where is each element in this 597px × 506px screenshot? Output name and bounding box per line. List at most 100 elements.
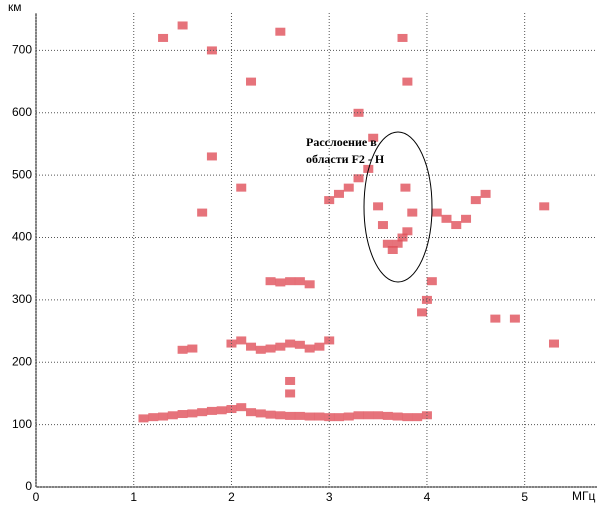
y-tick-label: 500 xyxy=(12,167,32,181)
trace-point xyxy=(304,344,315,353)
trace-point xyxy=(353,174,364,183)
trace-point xyxy=(177,345,188,354)
trace-point xyxy=(285,277,296,286)
trace-point xyxy=(294,277,305,286)
trace-point xyxy=(353,108,364,117)
trace-point xyxy=(246,408,257,417)
trace-point xyxy=(246,77,257,86)
trace-point xyxy=(167,411,178,420)
trace-point xyxy=(265,410,276,419)
trace-point xyxy=(353,411,364,420)
trace-point xyxy=(343,183,354,192)
trace-point xyxy=(363,411,374,420)
x-tick-label: 1 xyxy=(130,490,137,504)
trace-point xyxy=(236,336,247,345)
trace-point xyxy=(387,246,398,254)
trace-point xyxy=(382,239,393,248)
trace-point xyxy=(392,239,403,248)
trace-point xyxy=(333,189,344,198)
trace-point xyxy=(197,408,208,417)
trace-point xyxy=(373,202,384,211)
trace-point xyxy=(382,411,393,420)
trace-point xyxy=(461,214,472,223)
trace-point xyxy=(417,308,428,317)
trace-point xyxy=(177,410,188,419)
trace-point xyxy=(206,406,217,415)
trace-point xyxy=(431,208,442,217)
trace-point xyxy=(197,208,208,217)
trace-point xyxy=(324,196,335,205)
y-tick-label: 100 xyxy=(12,417,32,431)
trace-point xyxy=(265,344,276,353)
trace-point xyxy=(246,342,257,351)
x-tick-label: 0 xyxy=(33,490,40,504)
trace-point xyxy=(412,413,423,422)
trace-point xyxy=(343,412,354,421)
trace-point xyxy=(148,413,159,422)
trace-point xyxy=(265,277,276,286)
trace-point xyxy=(275,278,286,287)
trace-point xyxy=(236,183,247,192)
trace-point xyxy=(187,409,198,418)
y-tick-label: 300 xyxy=(12,292,32,306)
trace-point xyxy=(407,208,418,217)
trace-point xyxy=(177,21,188,30)
trace-point xyxy=(400,183,411,192)
trace-point xyxy=(368,133,379,142)
trace-point xyxy=(377,221,388,230)
trace-point xyxy=(158,33,169,42)
trace-point xyxy=(373,411,384,420)
trace-point xyxy=(275,27,286,36)
y-axis-label: км xyxy=(8,0,22,14)
trace-point xyxy=(138,414,149,423)
highlight-ellipse xyxy=(363,131,433,283)
trace-point xyxy=(275,411,286,420)
trace-point xyxy=(539,202,550,211)
trace-point xyxy=(187,344,198,353)
trace-point xyxy=(470,196,481,205)
trace-point xyxy=(402,227,413,236)
y-tick-label: 700 xyxy=(12,43,32,57)
trace-point xyxy=(216,406,227,415)
trace-point xyxy=(206,152,217,161)
trace-point xyxy=(441,214,452,223)
trace-point xyxy=(304,280,315,289)
x-tick-label: 2 xyxy=(228,490,235,504)
x-tick-label: 3 xyxy=(326,490,333,504)
trace-point xyxy=(294,411,305,420)
y-tick-label: 0 xyxy=(25,479,32,493)
trace-point xyxy=(285,411,296,420)
trace-point xyxy=(304,412,315,421)
y-tick-label: 400 xyxy=(12,230,32,244)
trace-point xyxy=(397,33,408,42)
trace-point xyxy=(255,345,266,354)
trace-point xyxy=(314,412,325,421)
annotation: области F2 - H xyxy=(306,152,385,166)
trace-point xyxy=(314,342,325,351)
trace-point xyxy=(255,409,266,418)
trace-point xyxy=(451,221,462,230)
x-tick-label: 4 xyxy=(424,490,431,504)
trace-point xyxy=(206,46,217,55)
trace-point xyxy=(285,376,296,385)
trace-point xyxy=(324,413,335,422)
trace-point xyxy=(285,339,296,348)
y-tick-label: 200 xyxy=(12,354,32,368)
trace-point xyxy=(294,340,305,349)
trace-point xyxy=(392,412,403,421)
trace-point xyxy=(402,413,413,422)
trace-point xyxy=(236,403,247,412)
trace-point xyxy=(158,412,169,421)
trace-point xyxy=(402,77,413,86)
x-tick-label: 5 xyxy=(521,490,528,504)
trace-point xyxy=(333,413,344,422)
trace-point xyxy=(426,277,437,286)
trace-point xyxy=(509,314,520,323)
trace-point xyxy=(548,339,559,348)
x-axis-label: МГц xyxy=(572,489,595,503)
trace-point xyxy=(285,389,296,398)
trace-point xyxy=(480,189,491,198)
trace-point xyxy=(490,314,501,323)
annotation: Расслоение в xyxy=(306,135,377,149)
